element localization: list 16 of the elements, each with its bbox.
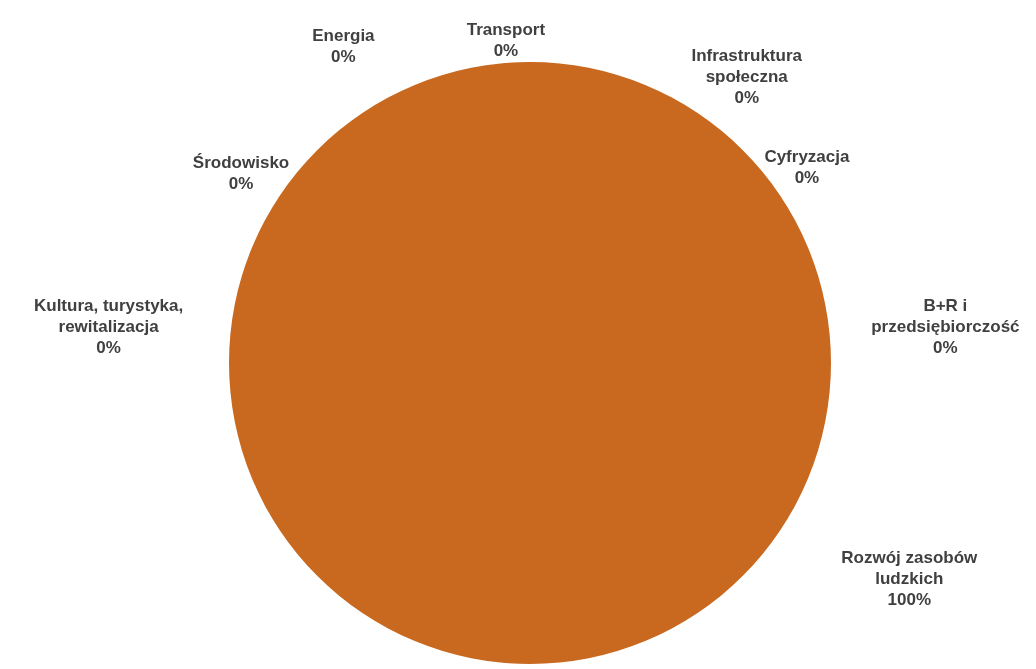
- text: 0%: [794, 167, 820, 187]
- text: 0%: [734, 87, 760, 107]
- category-label: Kultura, turystyka, rewitalizacja: [33, 295, 184, 336]
- category-label: Środowisko: [192, 152, 290, 172]
- text: 0%: [331, 47, 356, 67]
- text: 0%: [493, 41, 519, 61]
- category-label: Transport: [466, 20, 546, 40]
- text: 0%: [933, 337, 958, 357]
- text: 0%: [96, 337, 121, 357]
- slice-label: Rozwój zasobów ludzkich: [841, 548, 979, 589]
- category-label: Infrastruktura społeczna: [691, 45, 802, 86]
- category-label: B+R i przedsiębiorczość: [871, 295, 1020, 336]
- category-label: Energia: [312, 26, 375, 46]
- text: 0%: [228, 173, 254, 193]
- category-label: Cyfryzacja: [764, 146, 850, 166]
- data-label: 100%: [887, 590, 931, 610]
